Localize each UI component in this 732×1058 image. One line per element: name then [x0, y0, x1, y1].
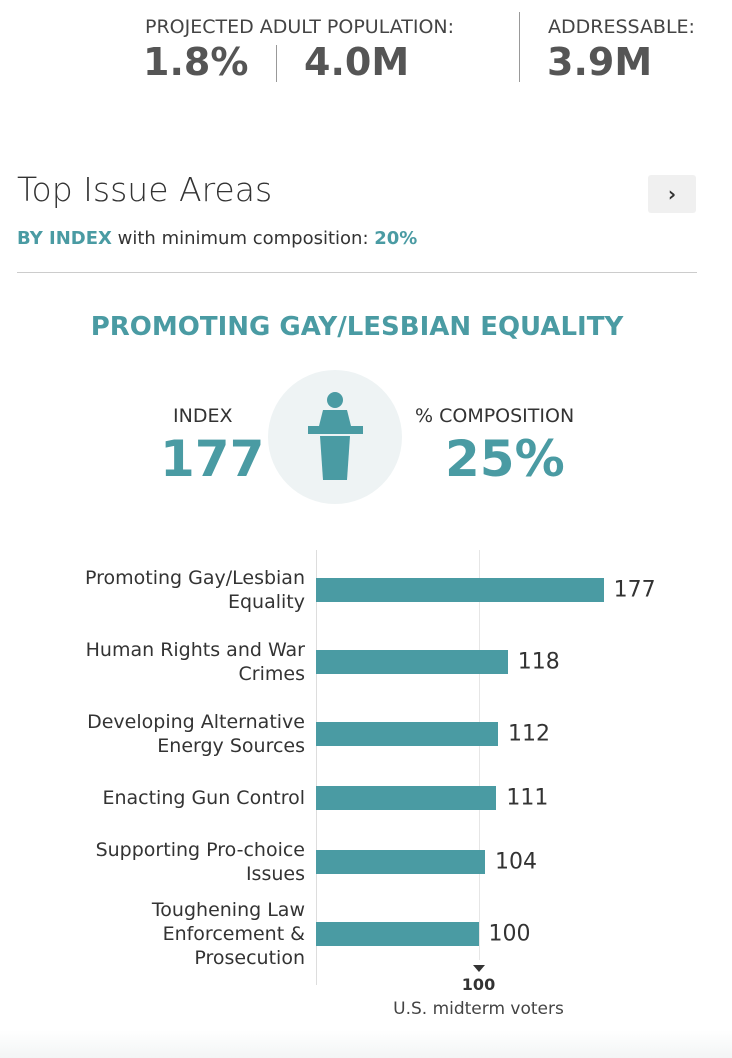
divider: [276, 45, 277, 82]
composition-value: 25%: [445, 430, 565, 488]
filter-label: with minimum composition:: [117, 228, 369, 249]
category-label: Enacting Gun Control: [102, 787, 305, 809]
reference-label: U.S. midterm voters: [393, 999, 564, 1019]
category-label: Human Rights and War Crimes: [85, 639, 305, 685]
projected-label: PROJECTED ADULT POPULATION:: [145, 16, 455, 38]
category-label: Developing Alternative Energy Sources: [87, 711, 305, 757]
bar: [316, 786, 497, 810]
addressable-count: 3.9M: [547, 40, 653, 84]
separator: [17, 272, 697, 273]
highlight-title: PROMOTING GAY/LESBIAN EQUALITY: [90, 312, 624, 342]
category-label: Promoting Gay/Lesbian Equality: [84, 567, 305, 613]
value-label: 118: [517, 649, 560, 675]
sort-label: BY INDEX: [17, 228, 112, 249]
value-label: 104: [495, 849, 537, 875]
divider: [519, 12, 520, 82]
index-value: 177: [160, 430, 265, 488]
grid-line: [478, 550, 480, 960]
index-label: INDEX: [173, 405, 233, 427]
value-label: 177: [613, 577, 656, 603]
filter-line: BY INDEX with minimum composition: 20%: [17, 228, 417, 249]
category-label: Supporting Pro-choice Issues: [95, 839, 305, 885]
filter-value: 20%: [374, 228, 418, 249]
footer-fade: [0, 1030, 732, 1058]
axis-line: [316, 550, 317, 985]
section-title: Top Issue Areas: [17, 170, 273, 209]
composition-label: % COMPOSITION: [415, 405, 575, 427]
bar: [316, 650, 508, 674]
projected-count: 4.0M: [304, 40, 410, 84]
bar: [316, 850, 485, 874]
value-label: 100: [488, 921, 531, 947]
icon: [268, 370, 402, 504]
bar: [316, 578, 604, 602]
category-label: Toughening Law Enforcement & Prosecution: [151, 899, 305, 969]
tick-marker: [472, 965, 485, 972]
next-button[interactable]: ›: [648, 175, 696, 213]
x-tick-label: 100: [461, 975, 496, 994]
value-label: 112: [508, 721, 550, 747]
bar: [316, 722, 498, 746]
addressable-label: ADDRESSABLE:: [548, 16, 695, 38]
projected-percent: 1.8%: [143, 40, 249, 84]
bar: [316, 922, 479, 946]
value-label: 111: [506, 785, 549, 811]
